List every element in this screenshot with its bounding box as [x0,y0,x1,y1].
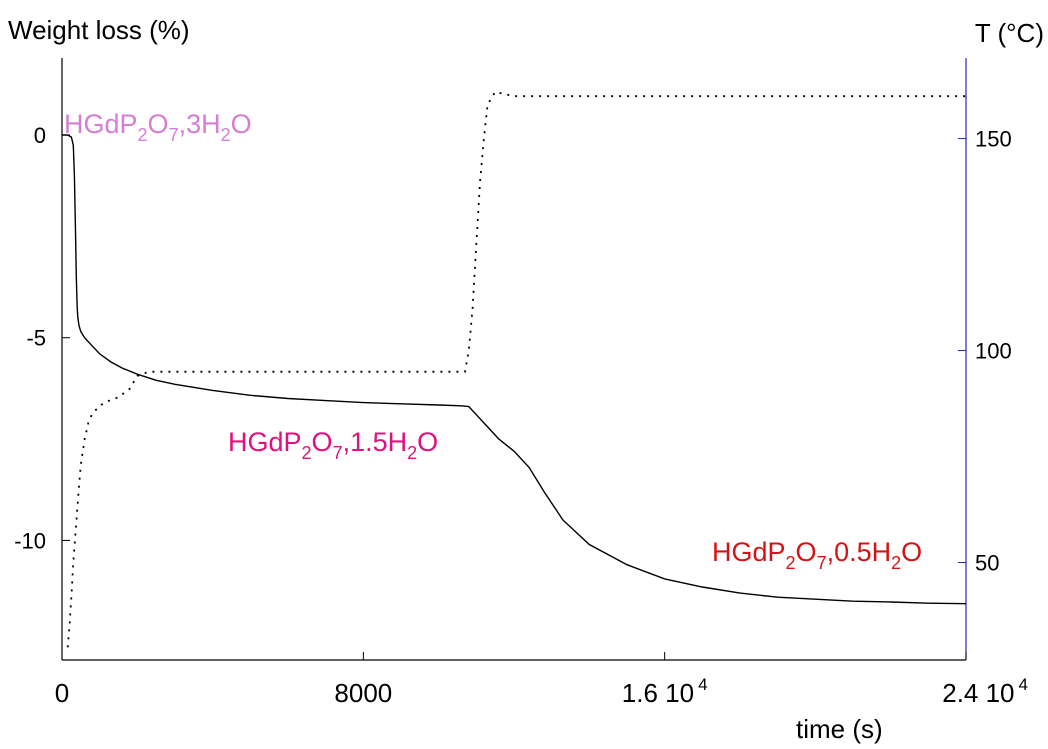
x-tick-exponent: 4 [698,675,707,694]
annotation-hydrate3: HGdP2O7,3H2O [64,109,252,145]
left-tick-label: -10 [14,528,46,553]
annotation-text: O [312,427,333,457]
annotation-text: HGdP [64,109,138,139]
annotation-hydrate15: HGdP2O7,1.5H2O [228,427,438,463]
annotation-subscript: 2 [302,443,312,463]
annotation-text: HGdP [228,427,302,457]
annotation-text: ,1.5H [343,427,408,457]
right-tick-label: 50 [975,550,999,575]
x-tick-label: 2.4 10 4 [942,675,1028,708]
annotation-subscript: 7 [169,125,179,145]
annotation-text: O [796,537,817,567]
annotation-text: HGdP [712,537,786,567]
right-tick-label: 150 [975,127,1012,152]
annotation-text: O [417,427,438,457]
weight-loss-series-line [62,134,967,605]
left-tick-label: 0 [34,123,46,148]
plot-frame [61,58,967,661]
left-tick-label: -5 [26,326,46,351]
x-tick-label: 1.6 10 4 [622,675,708,708]
right-y-axis: 150 100 50 [958,127,1012,575]
annotation-subscript: 2 [891,553,901,573]
annotation-text: O [901,537,922,567]
series-layer [62,90,967,648]
annotation-text: ,0.5H [827,537,892,567]
annotation-subscript: 2 [221,125,231,145]
annotation-subscript: 7 [333,443,343,463]
annotation-hydrate05: HGdP2O7,0.5H2O [712,537,922,573]
left-y-axis: 0 -5 -10 [14,123,70,553]
right-axis-title: T (°C) [975,18,1044,48]
left-axis-title: Weight loss (%) [8,15,190,45]
annotation-text: ,3H [179,109,221,139]
x-tick-label: 0 [55,678,69,708]
annotation-text: O [148,109,169,139]
x-axis: 0 8000 1.6 10 4 2.4 10 4 [55,652,1028,708]
annotation-text: O [231,109,252,139]
annotation-subscript: 7 [817,553,827,573]
annotation-subscript: 2 [786,553,796,573]
right-tick-label: 100 [975,339,1012,364]
annotation-subscript: 2 [138,125,148,145]
temperature-series-line [66,90,966,648]
x-tick-label: 8000 [334,678,392,708]
x-tick-exponent: 4 [1019,675,1028,694]
annotation-subscript: 2 [407,443,417,463]
x-axis-title: time (s) [796,714,883,744]
